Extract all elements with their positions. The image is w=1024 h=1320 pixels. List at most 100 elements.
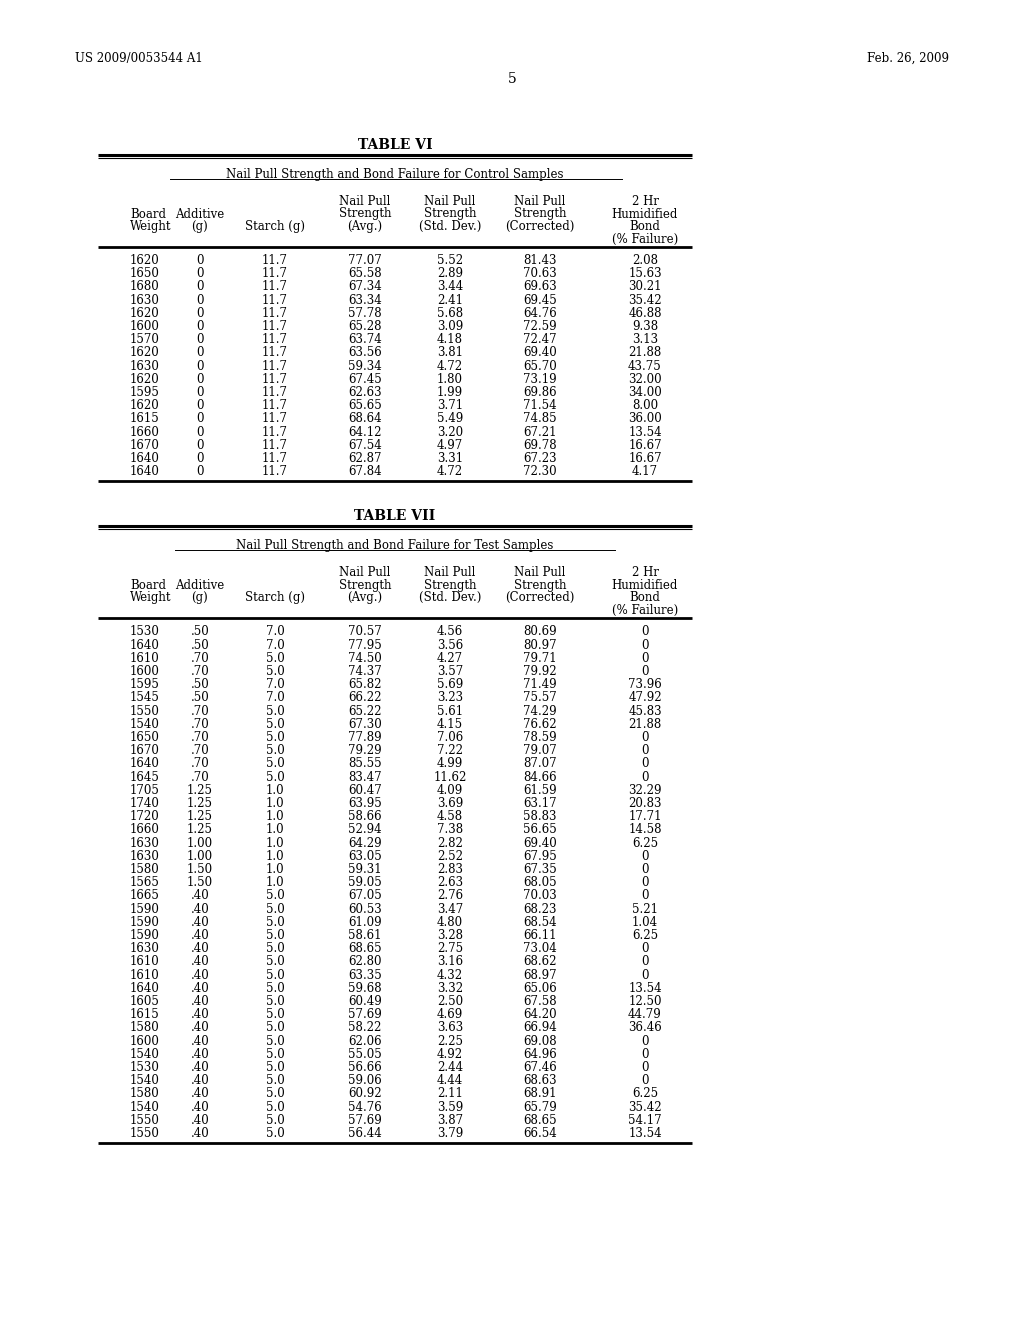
Text: Weight: Weight [130, 220, 171, 234]
Text: 0: 0 [641, 626, 649, 639]
Text: 68.65: 68.65 [523, 1114, 557, 1127]
Text: 4.44: 4.44 [437, 1074, 463, 1088]
Text: 5.0: 5.0 [265, 1114, 285, 1127]
Text: 5.0: 5.0 [265, 758, 285, 771]
Text: Weight: Weight [130, 591, 171, 605]
Text: Nail Pull Strength and Bond Failure for Test Samples: Nail Pull Strength and Bond Failure for … [237, 540, 554, 552]
Text: 73.04: 73.04 [523, 942, 557, 956]
Text: 1645: 1645 [130, 771, 160, 784]
Text: 0: 0 [641, 1048, 649, 1061]
Text: Nail Pull: Nail Pull [339, 195, 391, 209]
Text: 69.78: 69.78 [523, 438, 557, 451]
Text: 68.23: 68.23 [523, 903, 557, 916]
Text: 1.0: 1.0 [265, 784, 285, 797]
Text: 1640: 1640 [130, 465, 160, 478]
Text: 1.0: 1.0 [265, 810, 285, 824]
Text: 5.0: 5.0 [265, 705, 285, 718]
Text: 1530: 1530 [130, 626, 160, 639]
Text: 43.75: 43.75 [628, 359, 662, 372]
Text: 67.84: 67.84 [348, 465, 382, 478]
Text: 5.0: 5.0 [265, 1022, 285, 1035]
Text: 60.53: 60.53 [348, 903, 382, 916]
Text: 60.92: 60.92 [348, 1088, 382, 1101]
Text: 5.21: 5.21 [632, 903, 658, 916]
Text: 14.58: 14.58 [629, 824, 662, 837]
Text: 2.76: 2.76 [437, 890, 463, 903]
Text: 61.59: 61.59 [523, 784, 557, 797]
Text: 5.0: 5.0 [265, 1127, 285, 1140]
Text: 1550: 1550 [130, 705, 160, 718]
Text: 0: 0 [197, 319, 204, 333]
Text: 1630: 1630 [130, 293, 160, 306]
Text: 56.66: 56.66 [348, 1061, 382, 1074]
Text: Nail Pull: Nail Pull [424, 566, 476, 579]
Text: 66.22: 66.22 [348, 692, 382, 705]
Text: 3.69: 3.69 [437, 797, 463, 810]
Text: 68.64: 68.64 [348, 412, 382, 425]
Text: .70: .70 [190, 665, 209, 678]
Text: 32.00: 32.00 [628, 372, 662, 385]
Text: 1595: 1595 [130, 385, 160, 399]
Text: 0: 0 [641, 942, 649, 956]
Text: 3.57: 3.57 [437, 665, 463, 678]
Text: .70: .70 [190, 705, 209, 718]
Text: 13.54: 13.54 [628, 1127, 662, 1140]
Text: 5.0: 5.0 [265, 1035, 285, 1048]
Text: 63.56: 63.56 [348, 346, 382, 359]
Text: 5.0: 5.0 [265, 771, 285, 784]
Text: 0: 0 [197, 385, 204, 399]
Text: 5.69: 5.69 [437, 678, 463, 692]
Text: 5.0: 5.0 [265, 1008, 285, 1022]
Text: 5.61: 5.61 [437, 705, 463, 718]
Text: .40: .40 [190, 942, 209, 956]
Text: 1660: 1660 [130, 824, 160, 837]
Text: 64.76: 64.76 [523, 306, 557, 319]
Text: 62.06: 62.06 [348, 1035, 382, 1048]
Text: 0: 0 [641, 969, 649, 982]
Text: 13.54: 13.54 [628, 982, 662, 995]
Text: 0: 0 [641, 863, 649, 876]
Text: 56.44: 56.44 [348, 1127, 382, 1140]
Text: 0: 0 [197, 451, 204, 465]
Text: 67.30: 67.30 [348, 718, 382, 731]
Text: Nail Pull: Nail Pull [514, 195, 565, 209]
Text: 0: 0 [641, 1061, 649, 1074]
Text: 1670: 1670 [130, 438, 160, 451]
Text: 11.7: 11.7 [262, 372, 288, 385]
Text: 4.15: 4.15 [437, 718, 463, 731]
Text: 5.0: 5.0 [265, 903, 285, 916]
Text: 0: 0 [197, 372, 204, 385]
Text: .70: .70 [190, 731, 209, 744]
Text: 7.0: 7.0 [265, 692, 285, 705]
Text: 1630: 1630 [130, 942, 160, 956]
Text: 11.7: 11.7 [262, 359, 288, 372]
Text: 1740: 1740 [130, 797, 160, 810]
Text: 46.88: 46.88 [629, 306, 662, 319]
Text: 4.99: 4.99 [437, 758, 463, 771]
Text: 1605: 1605 [130, 995, 160, 1008]
Text: 1.0: 1.0 [265, 837, 285, 850]
Text: (% Failure): (% Failure) [612, 605, 678, 616]
Text: 0: 0 [197, 280, 204, 293]
Text: 1600: 1600 [130, 665, 160, 678]
Text: (g): (g) [191, 591, 208, 605]
Text: 1640: 1640 [130, 451, 160, 465]
Text: 0: 0 [197, 346, 204, 359]
Text: Strength: Strength [339, 207, 391, 220]
Text: 11.7: 11.7 [262, 425, 288, 438]
Text: 6.25: 6.25 [632, 837, 658, 850]
Text: 3.31: 3.31 [437, 451, 463, 465]
Text: Nail Pull: Nail Pull [424, 195, 476, 209]
Text: 0: 0 [641, 744, 649, 758]
Text: 69.63: 69.63 [523, 280, 557, 293]
Text: 68.05: 68.05 [523, 876, 557, 890]
Text: 7.0: 7.0 [265, 678, 285, 692]
Text: .40: .40 [190, 1008, 209, 1022]
Text: Bond: Bond [630, 591, 660, 605]
Text: 1540: 1540 [130, 1074, 160, 1088]
Text: .70: .70 [190, 718, 209, 731]
Text: 64.29: 64.29 [348, 837, 382, 850]
Text: 1590: 1590 [130, 916, 160, 929]
Text: 3.47: 3.47 [437, 903, 463, 916]
Text: 0: 0 [197, 293, 204, 306]
